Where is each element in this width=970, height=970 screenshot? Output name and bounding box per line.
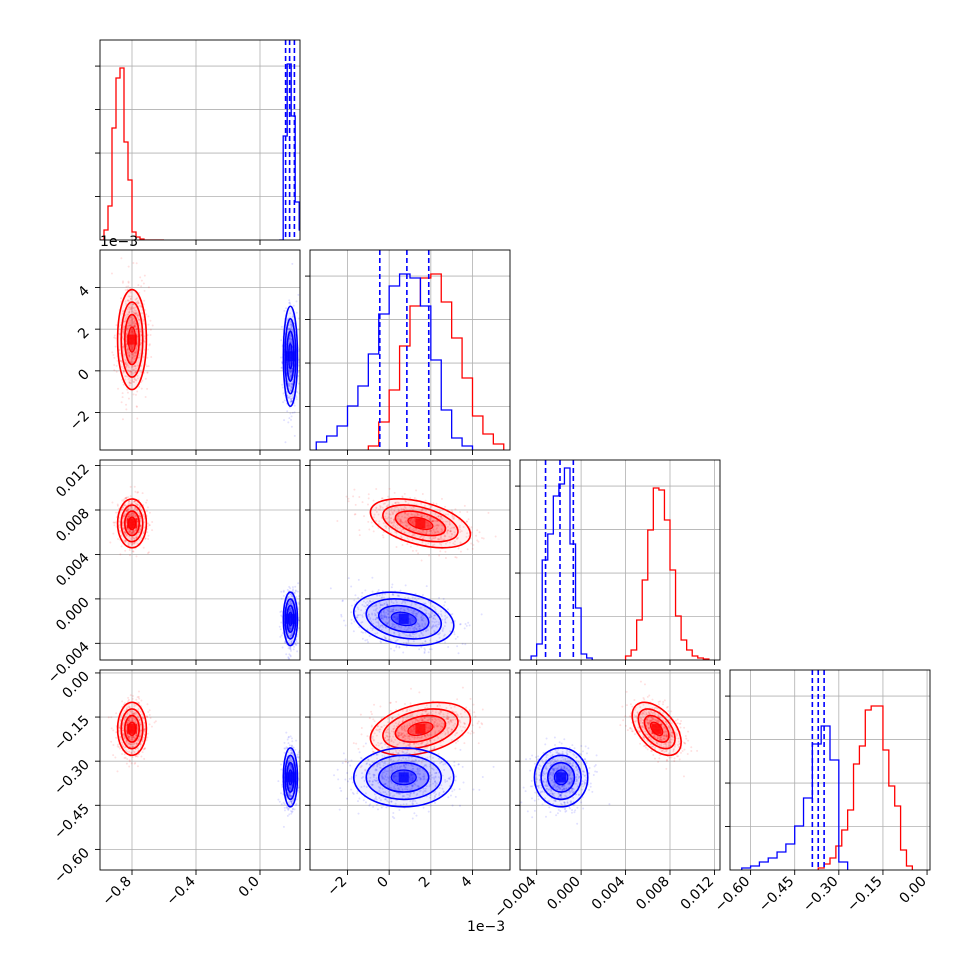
panel-frame-3-1	[309, 669, 511, 871]
hist-blue-p3	[741, 725, 849, 870]
ytick-label-p2-3: 0.008	[53, 506, 93, 546]
xtick-label-p2-2: 0.004	[589, 873, 629, 913]
panel-2-2	[515, 459, 721, 665]
panel-frame-1-1	[309, 249, 511, 451]
xtick-label-p3-3: −0.15	[844, 874, 886, 916]
hist-red-p0	[100, 67, 164, 240]
hist-red-p2	[624, 487, 710, 660]
offset-label-y: 1e−3	[100, 234, 138, 250]
panel-3-0: −0.8 −0.4 0.0−0.60−0.45−0.30−0.150.00	[51, 668, 301, 909]
density-core-red-2-0	[127, 518, 137, 529]
density-core-red-3-0	[127, 723, 137, 734]
density-core-blue-3-0	[285, 772, 296, 783]
ytick-label-p3-0: −0.60	[51, 845, 93, 887]
panel-0-0	[95, 39, 301, 245]
ytick-label-p3-2: −0.30	[51, 757, 93, 799]
density-core-red-1-0	[127, 334, 137, 345]
hist-blue-p2	[530, 467, 593, 660]
ytick-label-p2-1: 0.000	[53, 594, 93, 634]
xtick-label-p0-1: −0.4	[163, 873, 198, 908]
ytick-label-p3-1: −0.45	[51, 801, 93, 843]
panel-frame-2-0	[99, 459, 301, 661]
panel-frame-3-0	[99, 669, 301, 871]
panel-1-1	[305, 249, 511, 455]
xtick-label-p1-2: 2	[416, 874, 434, 892]
panel-frame-2-1	[309, 459, 511, 661]
scatter-red-3-1	[344, 686, 484, 772]
xtick-label-p2-4: 0.012	[678, 874, 718, 914]
xtick-label-p1-0: −2	[324, 874, 350, 900]
panel-frame-0-0	[99, 39, 301, 241]
panel-frame-2-2	[519, 459, 721, 661]
density-core-blue-3-2	[556, 772, 567, 783]
panel-frame-1-0	[99, 249, 301, 451]
ytick-label-p1-1: 0	[75, 366, 93, 384]
density-core-blue-2-1	[398, 613, 409, 624]
xtick-label-p2-0: −0.004	[492, 873, 540, 921]
density-core-red-3-2	[651, 723, 662, 734]
hist-red-p3	[817, 705, 914, 870]
hist-red-p1	[367, 273, 505, 450]
panel-3-2: −0.004 0.000 0.004 0.008 0.012	[492, 669, 721, 921]
ytick-label-p2-2: 0.004	[53, 550, 93, 590]
density-core-blue-1-0	[285, 351, 296, 362]
panel-3-3: −0.60 −0.45 −0.30 −0.15 0.00	[712, 669, 931, 916]
panel-2-1	[305, 459, 511, 665]
xtick-label-p3-1: −0.45	[756, 874, 798, 916]
panel-3-1: −2 0 2 4	[305, 669, 511, 900]
xtick-label-p0-0: −0.8	[99, 874, 134, 909]
xtick-label-p2-3: 0.008	[633, 874, 673, 914]
ytick-label-p1-3: 4	[75, 283, 93, 301]
xtick-label-p1-1: 0	[374, 874, 392, 892]
ytick-label-p3-3: −0.15	[51, 713, 93, 755]
hist-blue-p0	[279, 63, 300, 240]
panel-frame-3-3	[729, 669, 931, 871]
xtick-label-p0-2: 0.0	[236, 874, 263, 901]
density-core-red-3-1	[415, 723, 426, 734]
xtick-label-p3-2: −0.30	[800, 874, 842, 916]
xtick-label-p1-3: 4	[458, 873, 476, 891]
xtick-label-p3-0: −0.60	[712, 874, 754, 916]
xtick-label-p2-1: 0.000	[544, 874, 584, 914]
panel-1-0: −2 0 2 4	[67, 249, 301, 455]
density-core-red-2-1	[415, 518, 426, 529]
ytick-label-p1-0: −2	[67, 408, 93, 434]
hist-blue-p1	[315, 273, 474, 450]
panel-frame-3-2	[519, 669, 721, 871]
ytick-label-p2-4: 0.012	[53, 461, 93, 501]
density-core-blue-2-0	[285, 613, 296, 624]
xtick-label-p3-4: 0.00	[897, 874, 930, 907]
density-core-blue-3-1	[398, 772, 409, 783]
offset-label-x: 1e−3	[467, 919, 505, 935]
ytick-label-p1-2: 2	[75, 325, 93, 343]
